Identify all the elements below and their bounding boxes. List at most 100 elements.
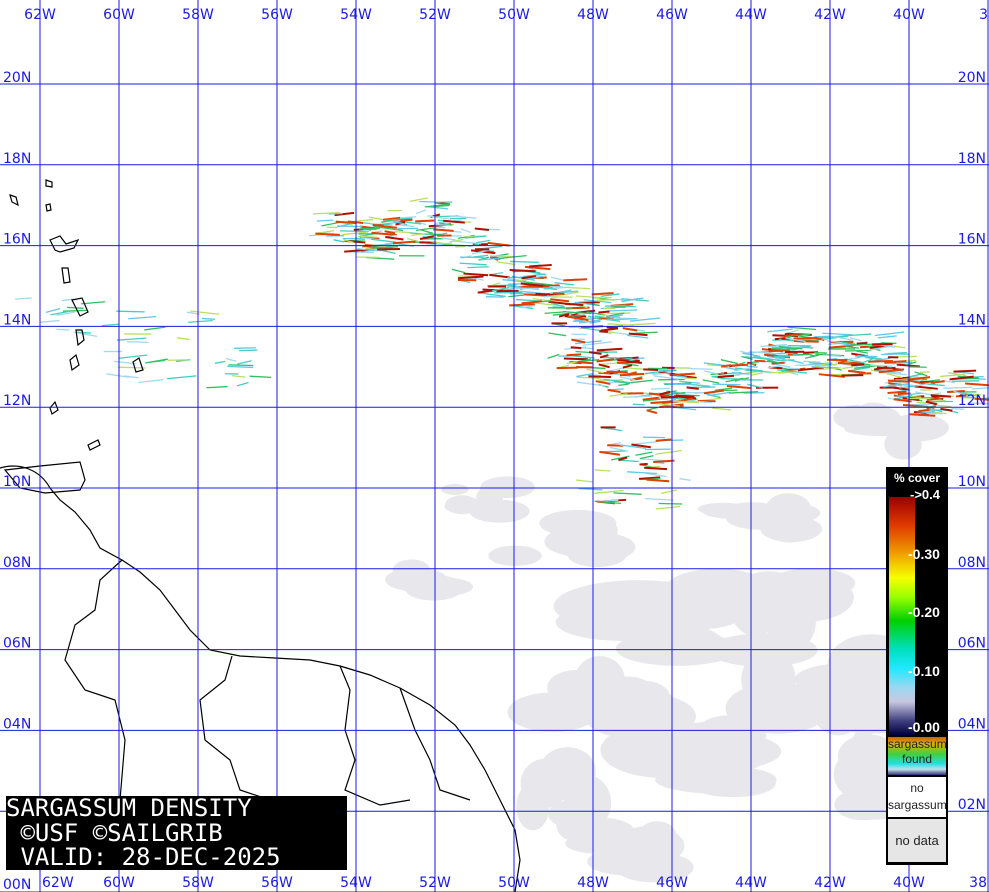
sargassum-streak (655, 505, 681, 510)
legend-tick: -0.00 (908, 719, 940, 735)
sargassum-streak (688, 367, 713, 370)
sargassum-streak (231, 375, 246, 378)
sargassum-streak (498, 254, 527, 260)
sargassum-streak (455, 245, 466, 248)
border-venezuela-guyana (64, 559, 126, 801)
lat-label-left: 04N (3, 716, 31, 732)
lon-label-top: 52W (419, 7, 451, 23)
no-data-patch (765, 493, 811, 524)
map-title-box: SARGASSUM DENSITY ©USF ©SAILGRIB VALID: … (6, 796, 347, 870)
sargassum-streak (712, 383, 741, 386)
south-america-coast (0, 465, 521, 892)
sargassum-streak (578, 319, 601, 324)
sargassum-dense-streak (931, 395, 944, 400)
sargassum-dense-streak (563, 278, 588, 282)
lat-label-left: 08N (3, 555, 31, 571)
sargassum-streak (896, 395, 908, 398)
legend-tick: ->0.4 (910, 487, 940, 502)
sargassum-streak (596, 298, 624, 301)
sargassum-streak (415, 209, 427, 215)
sargassum-dense-streak (669, 372, 695, 377)
sargassum-streak (451, 268, 466, 274)
sargassum-streak (61, 298, 74, 302)
martinique (71, 297, 89, 317)
sargassum-dense-streak (489, 273, 510, 279)
sargassum-dense-streak (848, 369, 866, 374)
sargassum-streak (720, 359, 739, 365)
sargassum-streak (117, 366, 146, 369)
sargassum-streak (576, 372, 594, 378)
legend-no-data: no data (888, 819, 946, 862)
sargassum-streak (526, 275, 543, 281)
sargassum-streak (358, 235, 377, 238)
lat-label-left: 18N (3, 151, 31, 167)
sargassum-dense-streak (521, 275, 537, 280)
sargassum-streak (424, 242, 453, 247)
sargassum-streak (56, 311, 75, 316)
sargassum-streak (733, 367, 750, 372)
sargassum-dense-streak (930, 394, 952, 398)
sargassum-streak (410, 232, 433, 237)
sargassum-streak (767, 328, 793, 333)
sargassum-streak (915, 382, 932, 387)
sargassum-dense-streak (556, 366, 579, 370)
sargassum-streak (564, 286, 591, 290)
sargassum-dense-streak (648, 392, 670, 398)
sargassum-streak (582, 341, 612, 346)
sargassum-streak (586, 374, 602, 377)
sargassum-streak (357, 248, 375, 252)
sargassum-dense-streak (686, 386, 699, 390)
sargassum-streak (508, 294, 524, 298)
lon-label-top: 44W (735, 7, 767, 23)
sargassum-streak (342, 231, 368, 236)
lon-label-bottom: 46W (656, 875, 688, 891)
sargassum-streak (76, 331, 91, 334)
sargassum-streak (419, 200, 441, 203)
sargassum-dense-streak (639, 476, 661, 480)
sargassum-streak (227, 365, 254, 369)
sargassum-streak (589, 320, 601, 324)
sargassum-streak (672, 400, 699, 404)
sargassum-streak (451, 240, 482, 245)
sargassum-streak (328, 212, 343, 215)
sargassum-dense-streak (653, 459, 675, 463)
sargassum-streak (39, 319, 60, 323)
sargassum-streak (971, 387, 989, 390)
sargassum-streak (714, 387, 733, 391)
sargassum-streak (849, 337, 862, 342)
sargassum-streak (575, 340, 602, 345)
sargassum-streak (841, 341, 857, 346)
sargassum-streak (190, 310, 220, 315)
sargassum-dense-streak (887, 379, 910, 383)
sargassum-dense-streak (659, 390, 671, 396)
st-lucia (75, 329, 85, 347)
sargassum-dense-streak (315, 232, 340, 236)
no-data-patch (852, 402, 895, 433)
sargassum-dense-streak (622, 364, 633, 369)
sargassum-dense-streak (731, 363, 748, 367)
sargassum-dense-streak (371, 231, 397, 237)
sargassum-dense-streak (577, 361, 593, 365)
sargassum-streak (522, 304, 536, 309)
sargassum-streak (368, 246, 393, 249)
sargassum-streak (747, 383, 764, 389)
sargassum-streak (128, 315, 157, 320)
sargassum-dense-streak (675, 394, 695, 398)
dominica (61, 267, 71, 284)
sargassum-streak (343, 239, 354, 244)
sargassum-dense-streak (622, 327, 638, 332)
no-data-patch (766, 516, 814, 543)
grenada (49, 400, 59, 415)
sargassum-dense-streak (595, 380, 611, 385)
sargassum-dense-streak (841, 374, 864, 377)
sargassum-dense-streak (619, 372, 645, 377)
tobago (87, 439, 101, 451)
sargassum-dense-streak (579, 317, 589, 322)
sargassum-dense-streak (920, 380, 945, 385)
sargassum-dense-streak (334, 211, 355, 217)
antigua (45, 203, 52, 212)
st-kitts (9, 194, 19, 207)
sargassum-streak (116, 310, 145, 313)
